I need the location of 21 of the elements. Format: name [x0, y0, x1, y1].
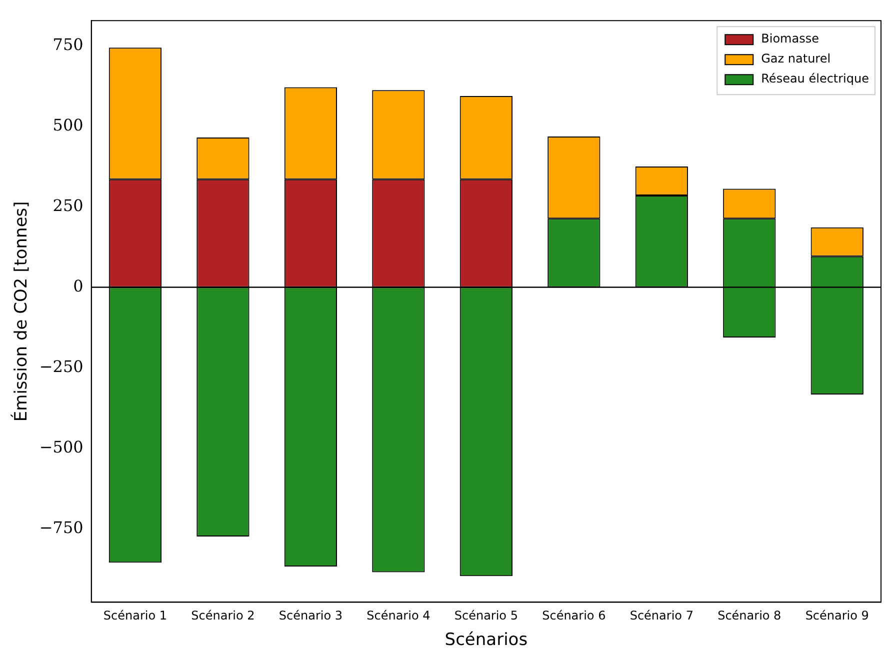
- y-tick-label: −250: [39, 356, 84, 376]
- x-axis-title: Scénarios: [444, 630, 528, 650]
- legend-label: Biomasse: [761, 32, 819, 46]
- y-axis-title: Émission de CO2 [tonnes]: [10, 201, 32, 422]
- x-tick-label: Scénario 6: [542, 608, 606, 623]
- y-tick-label: 0: [73, 276, 84, 296]
- x-tick-label: Scénario 1: [103, 608, 168, 623]
- y-tick-label: 750: [52, 34, 84, 54]
- y-tick-label: 250: [52, 196, 84, 215]
- x-tick-label: Scénario 4: [366, 608, 430, 623]
- y-tick-label: −500: [39, 437, 84, 456]
- x-tick-label: Scénario 5: [454, 608, 518, 623]
- y-tick-label: −750: [39, 518, 84, 537]
- legend-label: Réseau électrique: [761, 72, 870, 86]
- y-tick-label: 500: [52, 115, 84, 134]
- x-tick-label: Scénario 8: [718, 608, 782, 623]
- x-tick-label: Scénario 3: [278, 608, 343, 623]
- x-tick-label: Scénario 9: [805, 608, 869, 623]
- legend-label: Gaz naturel: [761, 52, 831, 66]
- x-tick-label: Scénario 2: [191, 608, 255, 623]
- x-tick-label: Scénario 7: [630, 608, 694, 623]
